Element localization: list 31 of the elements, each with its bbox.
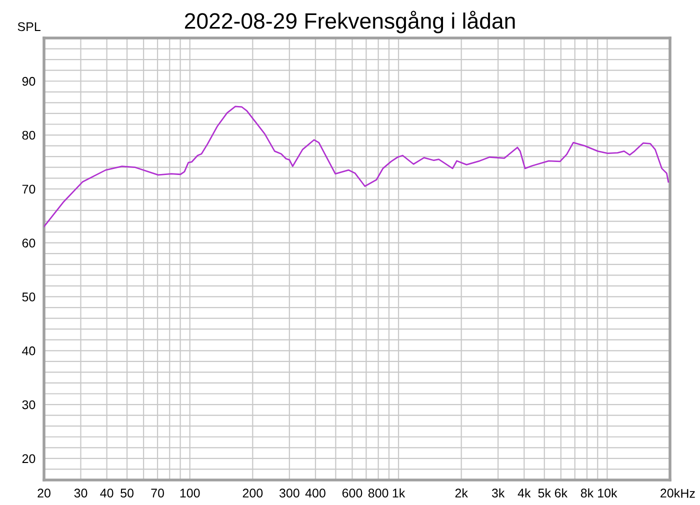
x-tick-label: 600: [342, 488, 362, 498]
x-tick-label: 5k: [538, 488, 551, 498]
x-tick-label: 8k: [580, 488, 594, 498]
x-tick-label: 2k: [455, 488, 468, 498]
x-tick-label: 6k: [554, 488, 568, 498]
x-axis-title: Hz: [681, 489, 695, 498]
x-tick-label: 3k: [492, 488, 505, 498]
y-tick-label: 40: [22, 346, 36, 356]
x-tick-label: 100: [180, 488, 200, 498]
x-tick-label: 20: [38, 488, 50, 498]
y-tick-label: 30: [22, 400, 36, 410]
x-tick-label: 30: [74, 488, 88, 498]
x-tick-label: 70: [151, 488, 164, 498]
y-tick-label: 60: [22, 238, 36, 248]
y-tick-label: 80: [22, 130, 36, 140]
x-tick-label: 20k: [660, 488, 680, 498]
x-tick-label: 300: [279, 488, 300, 498]
y-tick-label: 90: [22, 76, 36, 86]
chart-title: 2022-08-29 Frekvensgång i lådan: [184, 10, 515, 34]
y-axis-title: SPL: [18, 22, 40, 32]
y-tick-label: 20: [22, 454, 36, 464]
x-tick-label: 200: [242, 488, 263, 498]
y-tick-label: 50: [22, 292, 36, 302]
x-tick-label: 400: [305, 488, 326, 498]
x-tick-label: 4k: [518, 488, 531, 498]
y-tick-label: 70: [22, 184, 36, 194]
x-tick-label: 1k: [392, 488, 406, 498]
x-tick-label: 800: [368, 488, 388, 498]
x-tick-label: 50: [120, 488, 134, 498]
x-tick-label: 40: [100, 488, 114, 498]
x-tick-label: 10k: [598, 488, 618, 498]
